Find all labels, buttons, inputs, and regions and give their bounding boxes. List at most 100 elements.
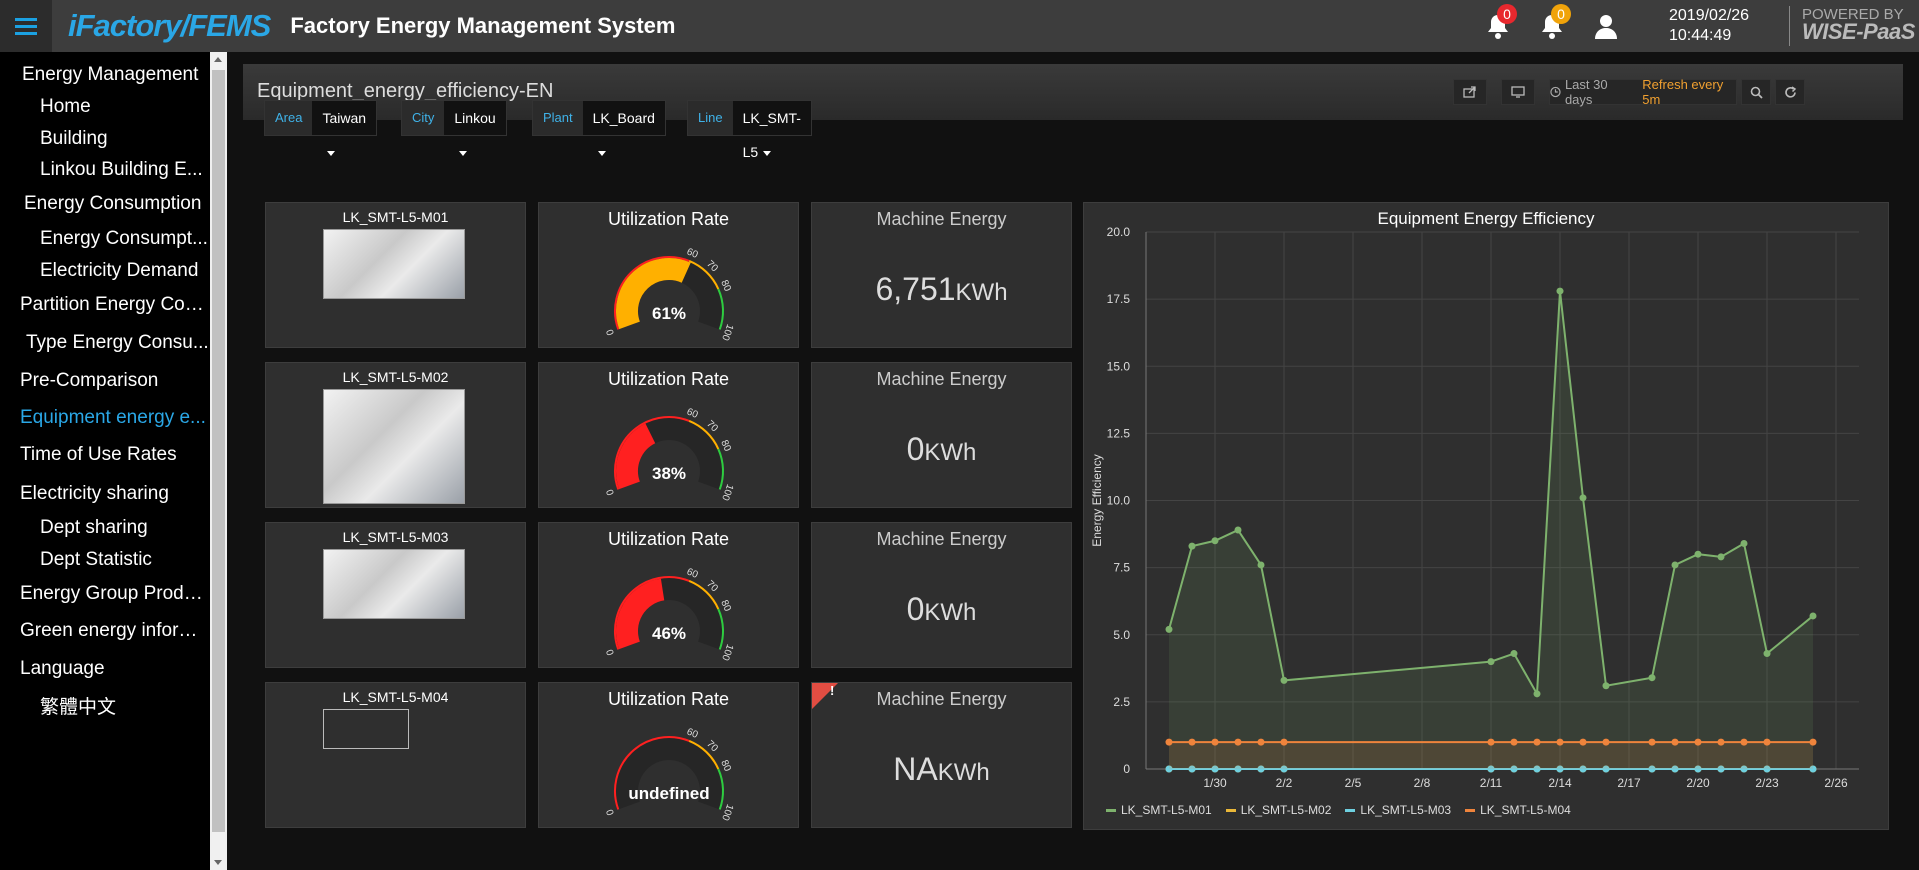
alarm-count-badge: 0 bbox=[1497, 4, 1517, 24]
tv-mode-button[interactable] bbox=[1501, 79, 1535, 105]
filter-line-dropdown[interactable]: LK_SMT-L5 bbox=[732, 101, 811, 160]
current-date: 2019/02/26 bbox=[1669, 7, 1750, 24]
sidebar-item[interactable]: Energy Consumpt... bbox=[40, 228, 208, 249]
data-point bbox=[1280, 765, 1288, 773]
gauge-threshold-mid bbox=[688, 580, 720, 610]
gauge-threshold-label: 60 bbox=[685, 406, 700, 421]
refresh-button[interactable] bbox=[1775, 79, 1805, 105]
sidebar-item[interactable]: Partition Energy Con... bbox=[20, 294, 210, 315]
data-point bbox=[1717, 765, 1725, 773]
energy-unit: KWh bbox=[924, 599, 977, 626]
machine-energy-card: Machine Energy 0KWh bbox=[811, 362, 1072, 508]
scroll-down-icon[interactable] bbox=[214, 860, 222, 865]
zoom-out-button[interactable] bbox=[1741, 79, 1771, 105]
monitor-icon bbox=[1511, 86, 1525, 98]
machine-image bbox=[323, 389, 465, 504]
data-point bbox=[1602, 682, 1610, 690]
sidebar-item[interactable]: Energy Management bbox=[22, 64, 199, 85]
y-tick-label: 10.0 bbox=[1107, 494, 1131, 508]
sidebar-scrollbar[interactable] bbox=[210, 52, 227, 870]
time-picker-button[interactable]: Last 30 days Refresh every 5m bbox=[1549, 77, 1737, 107]
data-point bbox=[1556, 738, 1564, 746]
gauge-threshold-label: 60 bbox=[685, 726, 700, 741]
data-point bbox=[1740, 539, 1748, 547]
gauge-threshold-high bbox=[717, 608, 724, 650]
data-point bbox=[1809, 612, 1817, 620]
data-point bbox=[1648, 738, 1656, 746]
energy-value: NA bbox=[893, 751, 938, 787]
filter-city-dropdown[interactable]: Linkou bbox=[444, 101, 506, 156]
sidebar-item[interactable]: Pre-Comparison bbox=[20, 370, 159, 391]
sidebar-item[interactable]: Green energy inform... bbox=[20, 620, 210, 641]
legend-label: LK_SMT-L5-M01 bbox=[1121, 803, 1212, 817]
data-point bbox=[1510, 765, 1518, 773]
energy-unit: KWh bbox=[937, 759, 990, 786]
legend-item[interactable]: LK_SMT-L5-M03 bbox=[1345, 803, 1451, 817]
user-profile-button[interactable] bbox=[1579, 0, 1633, 52]
data-point bbox=[1533, 690, 1541, 698]
gauge-min-label: 0 bbox=[605, 807, 617, 816]
data-point bbox=[1165, 625, 1173, 633]
data-point bbox=[1234, 738, 1242, 746]
legend-swatch bbox=[1345, 808, 1356, 812]
data-point bbox=[1694, 738, 1702, 746]
scrollbar-thumb[interactable] bbox=[212, 70, 225, 832]
data-point bbox=[1740, 765, 1748, 773]
gauge-value-arc bbox=[616, 258, 691, 330]
y-tick-label: 12.5 bbox=[1107, 426, 1131, 440]
broken-image bbox=[323, 709, 409, 749]
sidebar-item[interactable]: Dept sharing bbox=[40, 517, 148, 538]
sidebar-item[interactable]: Language bbox=[20, 658, 105, 679]
sidebar-item[interactable]: Time of Use Rates bbox=[20, 444, 177, 465]
filter-line: Line LK_SMT-L5 bbox=[687, 100, 812, 160]
data-point bbox=[1487, 738, 1495, 746]
sidebar-item[interactable]: 繁體中文 bbox=[40, 697, 117, 718]
sidebar-item[interactable]: Electricity sharing bbox=[20, 483, 169, 504]
data-point bbox=[1188, 738, 1196, 746]
filter-plant-dropdown[interactable]: LK_Board bbox=[582, 101, 665, 156]
sidebar-item[interactable]: Energy Consumption bbox=[24, 193, 202, 214]
share-button[interactable] bbox=[1453, 79, 1487, 105]
sidebar-item[interactable]: Dept Statistic bbox=[40, 549, 152, 570]
filter-value: LK_Board bbox=[592, 110, 655, 126]
legend-item[interactable]: LK_SMT-L5-M04 bbox=[1465, 803, 1571, 817]
legend-item[interactable]: LK_SMT-L5-M02 bbox=[1225, 803, 1331, 817]
x-tick-label: 2/5 bbox=[1345, 776, 1362, 790]
sidebar-item[interactable]: Equipment energy e... bbox=[20, 407, 206, 428]
gauge-threshold-label: 80 bbox=[718, 439, 733, 454]
energy-title: Machine Energy bbox=[876, 209, 1007, 229]
refresh-interval-label: Refresh every 5m bbox=[1642, 77, 1724, 107]
energy-unit: KWh bbox=[924, 439, 977, 466]
gauge-max-label: 100 bbox=[719, 482, 735, 502]
scroll-up-icon[interactable] bbox=[214, 57, 222, 62]
efficiency-line-chart[interactable]: 0 2.5 5.0 7.5 10.0 12.5 15.0 17.5 20.0 1/30 2/2 2/5… bbox=[1084, 203, 1890, 803]
legend-item[interactable]: LK_SMT-L5-M01 bbox=[1106, 803, 1212, 817]
gauge-threshold-low bbox=[614, 736, 690, 810]
alarm-bell-button[interactable]: 0 bbox=[1471, 0, 1525, 52]
warning-bell-button[interactable]: 0 bbox=[1525, 0, 1579, 52]
utilization-gauge-card: Utilization Rate 0 60 70 80 100 undefined bbox=[538, 682, 799, 828]
gauge-threshold-low bbox=[614, 416, 690, 490]
hamburger-menu-icon[interactable] bbox=[0, 0, 52, 52]
filter-area-dropdown[interactable]: Taiwan bbox=[312, 101, 377, 156]
top-bar: iFactory/FEMS Factory Energy Management … bbox=[0, 0, 1919, 52]
data-point bbox=[1579, 738, 1587, 746]
gauge-threshold-label: 80 bbox=[718, 759, 733, 774]
filter-value: Taiwan bbox=[322, 110, 367, 126]
user-icon bbox=[1595, 15, 1617, 39]
sidebar-item[interactable]: Electricity Demand bbox=[40, 260, 199, 281]
sidebar-item[interactable]: Type Energy Consu... bbox=[26, 332, 209, 353]
sidebar-item[interactable]: Building bbox=[40, 128, 108, 149]
warning-corner-icon[interactable] bbox=[812, 683, 838, 709]
y-tick-label: 0 bbox=[1123, 762, 1130, 776]
sidebar-item[interactable]: Energy Group Produ... bbox=[20, 583, 210, 604]
sidebar-item[interactable]: Linkou Building E... bbox=[40, 159, 203, 180]
machine-card: LK_SMT-L5-M04 bbox=[265, 682, 526, 828]
series-area-1 bbox=[1169, 291, 1813, 769]
data-point bbox=[1165, 738, 1173, 746]
filter-value: Linkou bbox=[454, 110, 496, 126]
sidebar-item[interactable]: Home bbox=[40, 96, 91, 117]
filter-label: Line bbox=[688, 101, 733, 135]
utilization-gauge-card: Utilization Rate 0 60 70 80 100 38% bbox=[538, 362, 799, 508]
